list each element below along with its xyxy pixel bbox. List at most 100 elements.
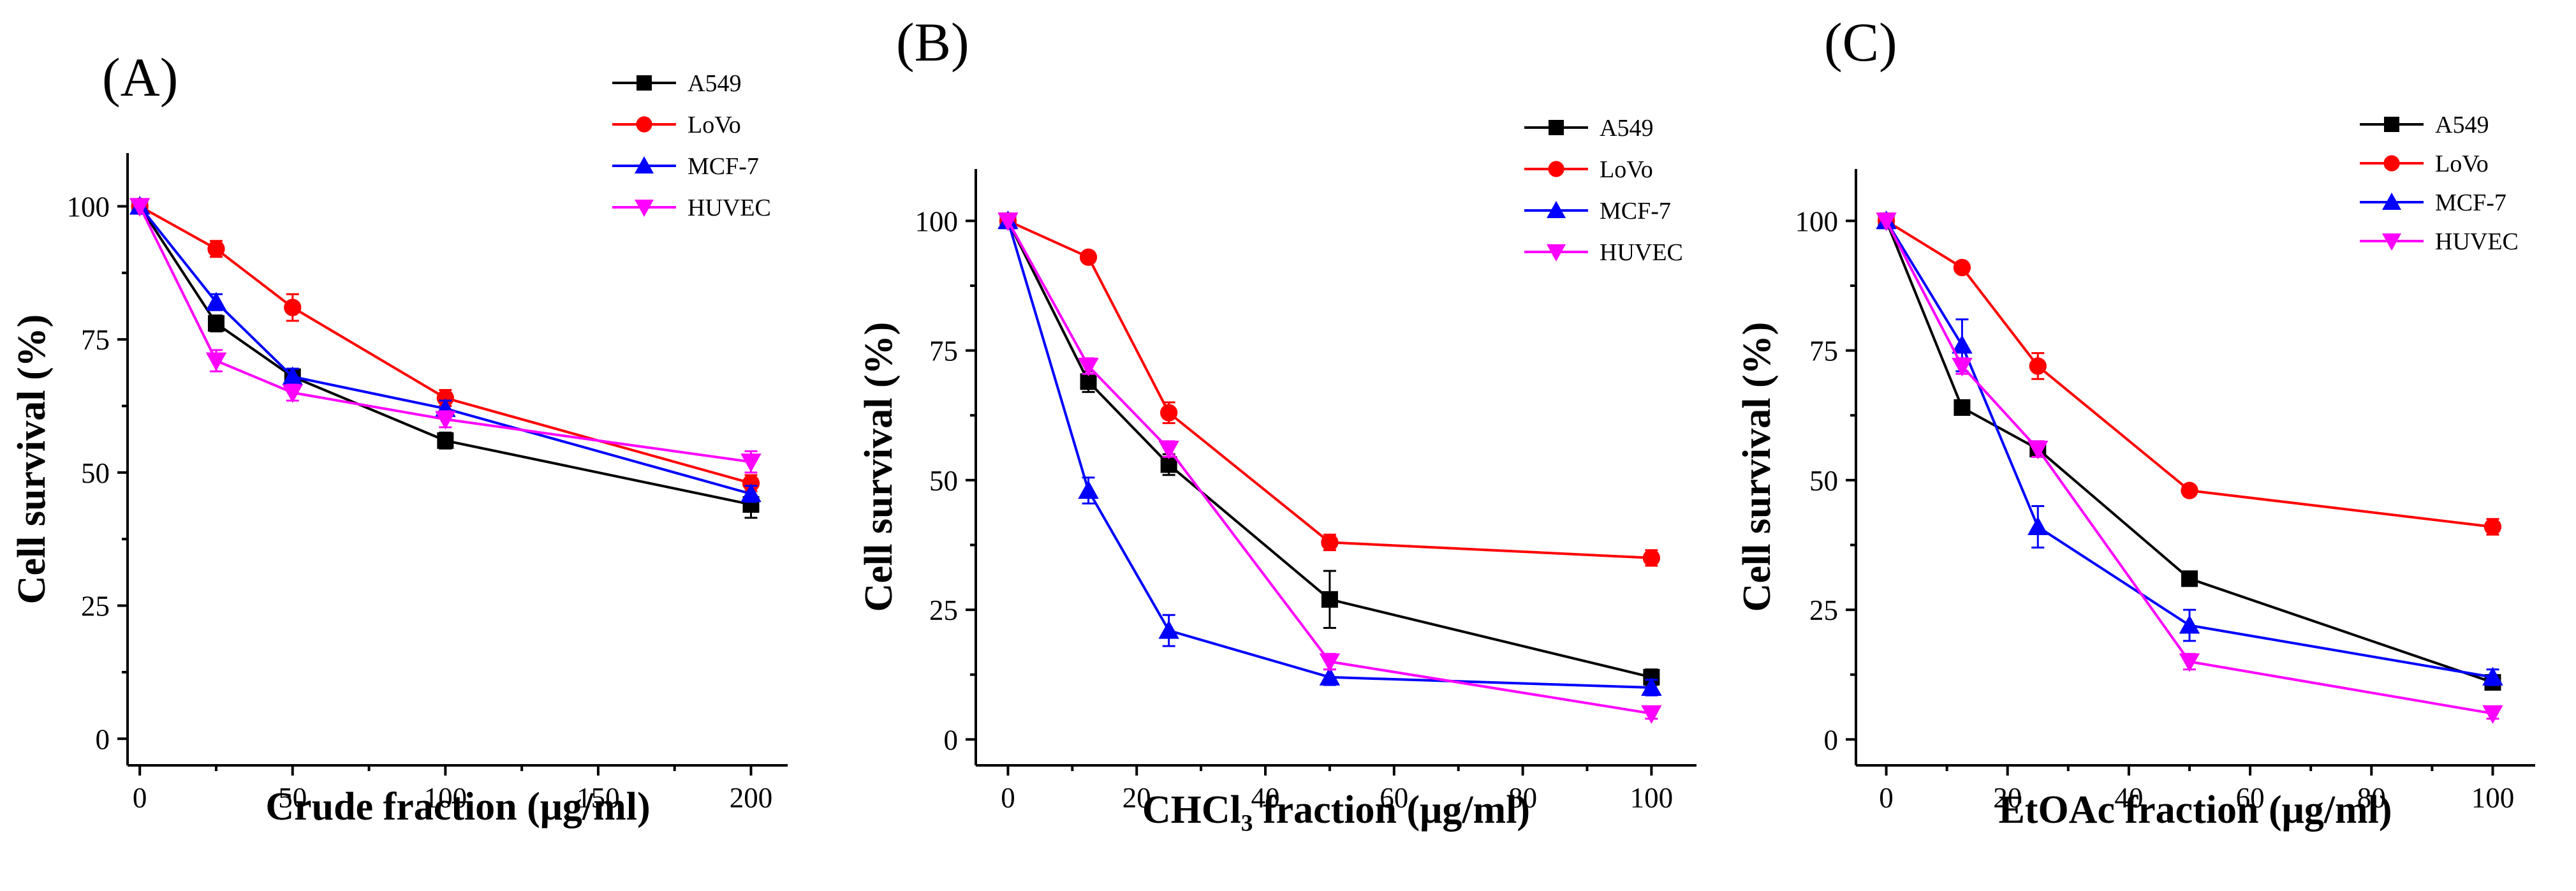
panel-c-x-tick-label: 0 bbox=[1879, 782, 1894, 814]
panel-a-legend-marker bbox=[635, 156, 654, 173]
panel-c-y-tick-label: 100 bbox=[1795, 205, 1839, 237]
panel-c-series-huvec-point bbox=[1876, 212, 1897, 232]
panel-b-y-tick-label: 100 bbox=[915, 205, 959, 237]
panel-c-series-lovo-point bbox=[2484, 518, 2502, 536]
panel-b-x-tick-label: 0 bbox=[1001, 782, 1015, 814]
panel-a-legend-marker bbox=[637, 75, 652, 91]
panel-a-series-mcf-7-point bbox=[205, 291, 227, 311]
panel-b-series-a549-point bbox=[1321, 591, 1338, 608]
panel-c-x-tick-label: 20 bbox=[1993, 782, 2022, 814]
panel-c-y-tick-label: 0 bbox=[1824, 724, 1839, 756]
panel-b: (B) 0 25 50 75 100 0 20 40 60 80 100 CHCl₃ fraction … bbox=[857, 11, 1696, 832]
panel-a-series-mcf-7-line bbox=[138, 205, 752, 496]
panel-a-series-mcf-7-point bbox=[740, 483, 762, 503]
panel-a-series-huvec-point bbox=[435, 411, 456, 430]
panel-b-legend-label: LoVo bbox=[1600, 156, 1653, 183]
panel-b-series-mcf-7 bbox=[997, 210, 1662, 696]
panel-a-y-tick-label: 75 bbox=[81, 324, 110, 356]
panel-b-series-huvec-point bbox=[1641, 705, 1662, 724]
panel-a-x-tick-label: 200 bbox=[730, 782, 773, 814]
panel-a-legend-label: A549 bbox=[688, 70, 741, 97]
panel-a-y-tick-label: 100 bbox=[67, 191, 110, 223]
panel-a-series-huvec-point bbox=[282, 384, 303, 403]
panel-a-series-huvec-point bbox=[129, 198, 151, 217]
panel-c-series-mcf-7-point bbox=[1952, 335, 1973, 354]
panel-a-legend-marker bbox=[635, 200, 654, 217]
panel-a-legend-label: MCF-7 bbox=[688, 153, 759, 180]
panel-c-y-tick-label: 25 bbox=[1809, 594, 1838, 626]
panel-c-x-tick-label: 80 bbox=[2357, 782, 2386, 814]
panel-a-y-axis-title: Cell survival (%) bbox=[10, 314, 54, 605]
panel-c-y-tick-label: 50 bbox=[1809, 465, 1838, 497]
panel-c-series-huvec-point bbox=[2028, 441, 2049, 460]
panel-b-x-tick-label: 100 bbox=[1630, 782, 1674, 814]
panel-b-x-tick-label: 60 bbox=[1380, 782, 1408, 814]
panel-b-series-lovo-point bbox=[1321, 533, 1339, 552]
panel-c-y-axis-title: Cell survival (%) bbox=[1735, 322, 1779, 612]
panel-c-x-tick-label: 40 bbox=[2114, 782, 2143, 814]
panel-a-series-lovo-point bbox=[207, 240, 225, 258]
panel-b-legend-marker bbox=[1547, 201, 1566, 218]
panel-c-series-a549-point bbox=[1954, 399, 1971, 416]
panel-a: (A) 0 25 50 75 100 0 50 100 150 200 Crude fraction … bbox=[10, 47, 788, 828]
panel-b-legend: A549 LoVo MCF-7 HUVEC bbox=[1524, 115, 1683, 266]
panel-c-series-huvec-point bbox=[2482, 705, 2503, 724]
panel-c-y-tick-label: 75 bbox=[1809, 335, 1838, 367]
panel-a-x-tick-label: 100 bbox=[424, 782, 467, 814]
panel-a-x-tick-label: 50 bbox=[278, 782, 307, 814]
panel-c-series-lovo-point bbox=[2181, 482, 2198, 499]
panel-b-series-huvec-point bbox=[997, 212, 1019, 232]
panel-b-series-mcf-7-point bbox=[1158, 620, 1179, 639]
panel-c-legend-marker bbox=[2382, 193, 2401, 210]
panel-c-series-mcf-7-point bbox=[2179, 615, 2200, 634]
panel-b-legend-marker bbox=[1549, 120, 1564, 135]
panel-a-series-lovo-point bbox=[436, 389, 454, 407]
panel-b-series-huvec-point bbox=[1158, 441, 1179, 460]
panel-b-y-tick-label: 75 bbox=[929, 335, 958, 367]
panel-c-series-huvec-point bbox=[2179, 653, 2200, 672]
panel-b-series-huvec-point bbox=[1319, 653, 1341, 672]
panel-a-series-huvec-point bbox=[740, 453, 762, 473]
panel-b-label: (B) bbox=[896, 11, 969, 73]
panel-c-series-a549-point bbox=[2181, 570, 2198, 587]
panel-a-series-a549-line bbox=[138, 205, 751, 506]
panel-a-series-lovo-point bbox=[284, 298, 302, 316]
panel-b-legend-label: HUVEC bbox=[1600, 239, 1683, 266]
panel-b-series-lovo bbox=[999, 212, 1661, 567]
panel-c-legend-marker bbox=[2384, 117, 2399, 132]
panel-c-legend-marker bbox=[2382, 233, 2401, 251]
panel-c-legend-label: A549 bbox=[2435, 112, 2489, 138]
panel-b-series-mcf-7-point bbox=[1078, 480, 1099, 499]
panel-c-series-mcf-7-point bbox=[2028, 516, 2049, 535]
panel-b-y-axis-title: Cell survival (%) bbox=[857, 322, 901, 612]
panel-b-series-lovo-line bbox=[1007, 219, 1652, 559]
panel-c-legend-label: HUVEC bbox=[2435, 228, 2519, 255]
panel-c-series-mcf-7 bbox=[1876, 210, 2503, 686]
panel-b-series-lovo-point bbox=[1642, 549, 1661, 567]
panel-b-x-axis-title: CHCl₃ fraction (μg/ml) bbox=[1142, 788, 1530, 832]
panel-c-legend-marker bbox=[2383, 155, 2400, 172]
panel-a-legend-label: HUVEC bbox=[688, 195, 771, 221]
panel-b-series-lovo-point bbox=[1079, 248, 1098, 266]
panel-b-series-mcf-7-point bbox=[1641, 677, 1662, 696]
panel-b-series-mcf-7-point bbox=[1319, 666, 1341, 686]
panel-b-legend-marker bbox=[1547, 244, 1566, 261]
panel-b-x-tick-label: 80 bbox=[1508, 782, 1537, 814]
panel-a-y-tick-label: 0 bbox=[96, 723, 110, 755]
panel-a-series-lovo-point bbox=[742, 474, 760, 492]
panel-b-series-lovo-point bbox=[1160, 404, 1178, 422]
panel-b-series-a549 bbox=[999, 212, 1660, 686]
panel-b-series-huvec-point bbox=[1078, 357, 1099, 377]
panel-b-series-huvec bbox=[997, 212, 1662, 724]
panel-a-series-a549-point bbox=[207, 315, 224, 332]
panel-b-x-tick-label: 40 bbox=[1251, 782, 1280, 814]
panel-c-series-lovo bbox=[1877, 212, 2502, 536]
panel-a-label: (A) bbox=[102, 47, 178, 108]
panel-c-legend-label: MCF-7 bbox=[2435, 189, 2506, 216]
panel-c-legend: A549 LoVo MCF-7 HUVEC bbox=[2360, 112, 2519, 255]
panel-b-legend-marker bbox=[1548, 161, 1564, 177]
panel-b-series-huvec-line bbox=[1006, 220, 1652, 715]
panel-b-y-tick-label: 25 bbox=[929, 594, 958, 626]
